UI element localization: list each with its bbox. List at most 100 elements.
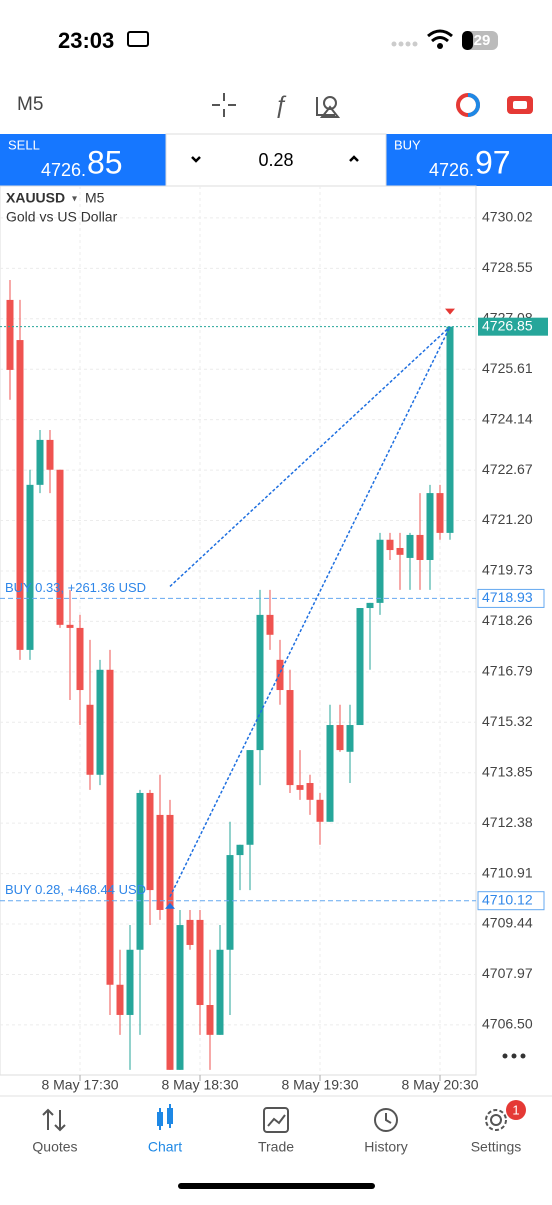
- candle-body: [356, 608, 364, 726]
- candle-body: [266, 614, 274, 635]
- wifi-dot: [437, 43, 443, 49]
- sell-price-big: 85: [87, 144, 123, 180]
- tab-label[interactable]: Chart: [148, 1139, 182, 1155]
- candle-body: [186, 919, 194, 945]
- tab-label[interactable]: Trade: [258, 1139, 294, 1155]
- position-price: 4718.93: [482, 589, 533, 605]
- objects-icon[interactable]: [316, 96, 341, 118]
- tab-bar: [0, 1096, 552, 1200]
- buy-price: 4726.: [429, 160, 474, 180]
- trade-icon[interactable]: [507, 96, 533, 114]
- buy-price-big: 97: [475, 144, 511, 180]
- position-price: 4710.12: [482, 891, 533, 907]
- bid-box: [478, 317, 548, 336]
- volume[interactable]: 0.28: [258, 150, 293, 170]
- position-label: BUY 0.28, +468.44 USD: [5, 882, 146, 897]
- y-tick-label: 4709.44: [482, 915, 533, 931]
- candle-body: [306, 783, 314, 800]
- candle-body: [426, 493, 434, 560]
- candle-body: [446, 326, 454, 533]
- candle-body: [396, 547, 404, 555]
- settings-icon[interactable]: [485, 1109, 507, 1131]
- y-tick-label: 4718.26: [482, 612, 533, 628]
- candle-body: [436, 493, 444, 533]
- sell-label: SELL: [8, 137, 40, 152]
- candle-body: [276, 659, 284, 691]
- history-icon[interactable]: [374, 1108, 398, 1132]
- position-link: [169, 326, 451, 587]
- candle-body: [16, 340, 24, 650]
- candle-body: [76, 627, 84, 691]
- chart-area[interactable]: [0, 185, 477, 1076]
- battery-level: [462, 31, 473, 50]
- candle-body: [346, 725, 354, 752]
- candle-body: [156, 814, 164, 910]
- position-link: [169, 326, 451, 898]
- candle-body: [196, 919, 204, 1006]
- y-tick-label: 4721.20: [482, 511, 533, 527]
- chart-timeframe: M5: [85, 190, 105, 206]
- grid: 4730.024728.554727.084725.614724.144722.…: [0, 186, 533, 1093]
- tab-label[interactable]: Settings: [471, 1139, 522, 1155]
- y-tick-label: 4719.73: [482, 562, 533, 578]
- candle-body: [46, 439, 54, 470]
- signal: [391, 41, 418, 47]
- entry-arrow: [165, 902, 175, 909]
- candle-body: [6, 299, 14, 370]
- bid-price: 4726.85: [482, 317, 533, 333]
- y-tick-label: 4713.85: [482, 763, 533, 779]
- tab-label[interactable]: Quotes: [32, 1139, 77, 1155]
- candle-body: [256, 614, 264, 751]
- candle-body: [386, 539, 394, 551]
- volume-down[interactable]: [191, 156, 201, 163]
- buy-label: BUY: [394, 137, 421, 152]
- chart-icon[interactable]: [157, 1104, 173, 1130]
- y-tick-label: 4710.91: [482, 864, 533, 880]
- account-icon[interactable]: [456, 93, 480, 117]
- home-indicator: [178, 1183, 375, 1189]
- candle-body: [206, 1005, 214, 1035]
- tab-label[interactable]: History: [364, 1139, 408, 1155]
- y-tick-label: 4715.32: [482, 713, 533, 729]
- candle-body: [56, 469, 64, 625]
- wifi: [427, 29, 453, 43]
- y-tick-label: 4707.97: [482, 965, 533, 981]
- trade-tab-icon[interactable]: [263, 1107, 289, 1133]
- quotes-icon[interactable]: [42, 1108, 66, 1132]
- position-price-box: [477, 891, 545, 911]
- y-tick-label: 4725.61: [482, 360, 533, 376]
- x-tick-label: 8 May 17:30: [41, 1077, 118, 1093]
- symbol-description: Gold vs US Dollar: [6, 209, 118, 225]
- badge: [506, 1100, 526, 1120]
- exit-arrow: [445, 308, 455, 315]
- candle-body: [296, 785, 304, 790]
- volume-up[interactable]: [349, 155, 359, 162]
- dropdown-arrow[interactable]: ▾: [72, 194, 77, 205]
- battery-percent: 29: [474, 32, 491, 49]
- y-tick-label: 4728.55: [482, 259, 533, 275]
- timeframe-button[interactable]: M5: [17, 94, 43, 115]
- candle-body: [66, 624, 74, 628]
- buy-button[interactable]: [386, 134, 552, 186]
- candle-body: [86, 704, 94, 775]
- crosshair-icon[interactable]: [212, 93, 236, 117]
- candle-body: [136, 792, 144, 950]
- y-tick-label: 4706.50: [482, 1016, 533, 1032]
- candle-body: [236, 844, 244, 856]
- y-tick-label: 4712.38: [482, 814, 533, 830]
- candle-body: [126, 949, 134, 1015]
- candle-body: [106, 669, 114, 985]
- sell-price: 4726.: [41, 160, 86, 180]
- candle-body: [146, 792, 154, 891]
- sell-button[interactable]: [0, 134, 166, 186]
- position-label: BUY 0.33, +261.36 USD: [5, 580, 146, 595]
- candle-body: [406, 534, 414, 558]
- indicators-icon[interactable]: ƒ: [274, 91, 287, 118]
- candle-body: [26, 484, 34, 650]
- candle-body: [176, 925, 184, 1070]
- more-menu[interactable]: [502, 1053, 526, 1059]
- candle-body: [336, 725, 344, 751]
- tabs: Quotes Chart Trade History Settings: [32, 1139, 521, 1155]
- candle-body: [286, 690, 294, 786]
